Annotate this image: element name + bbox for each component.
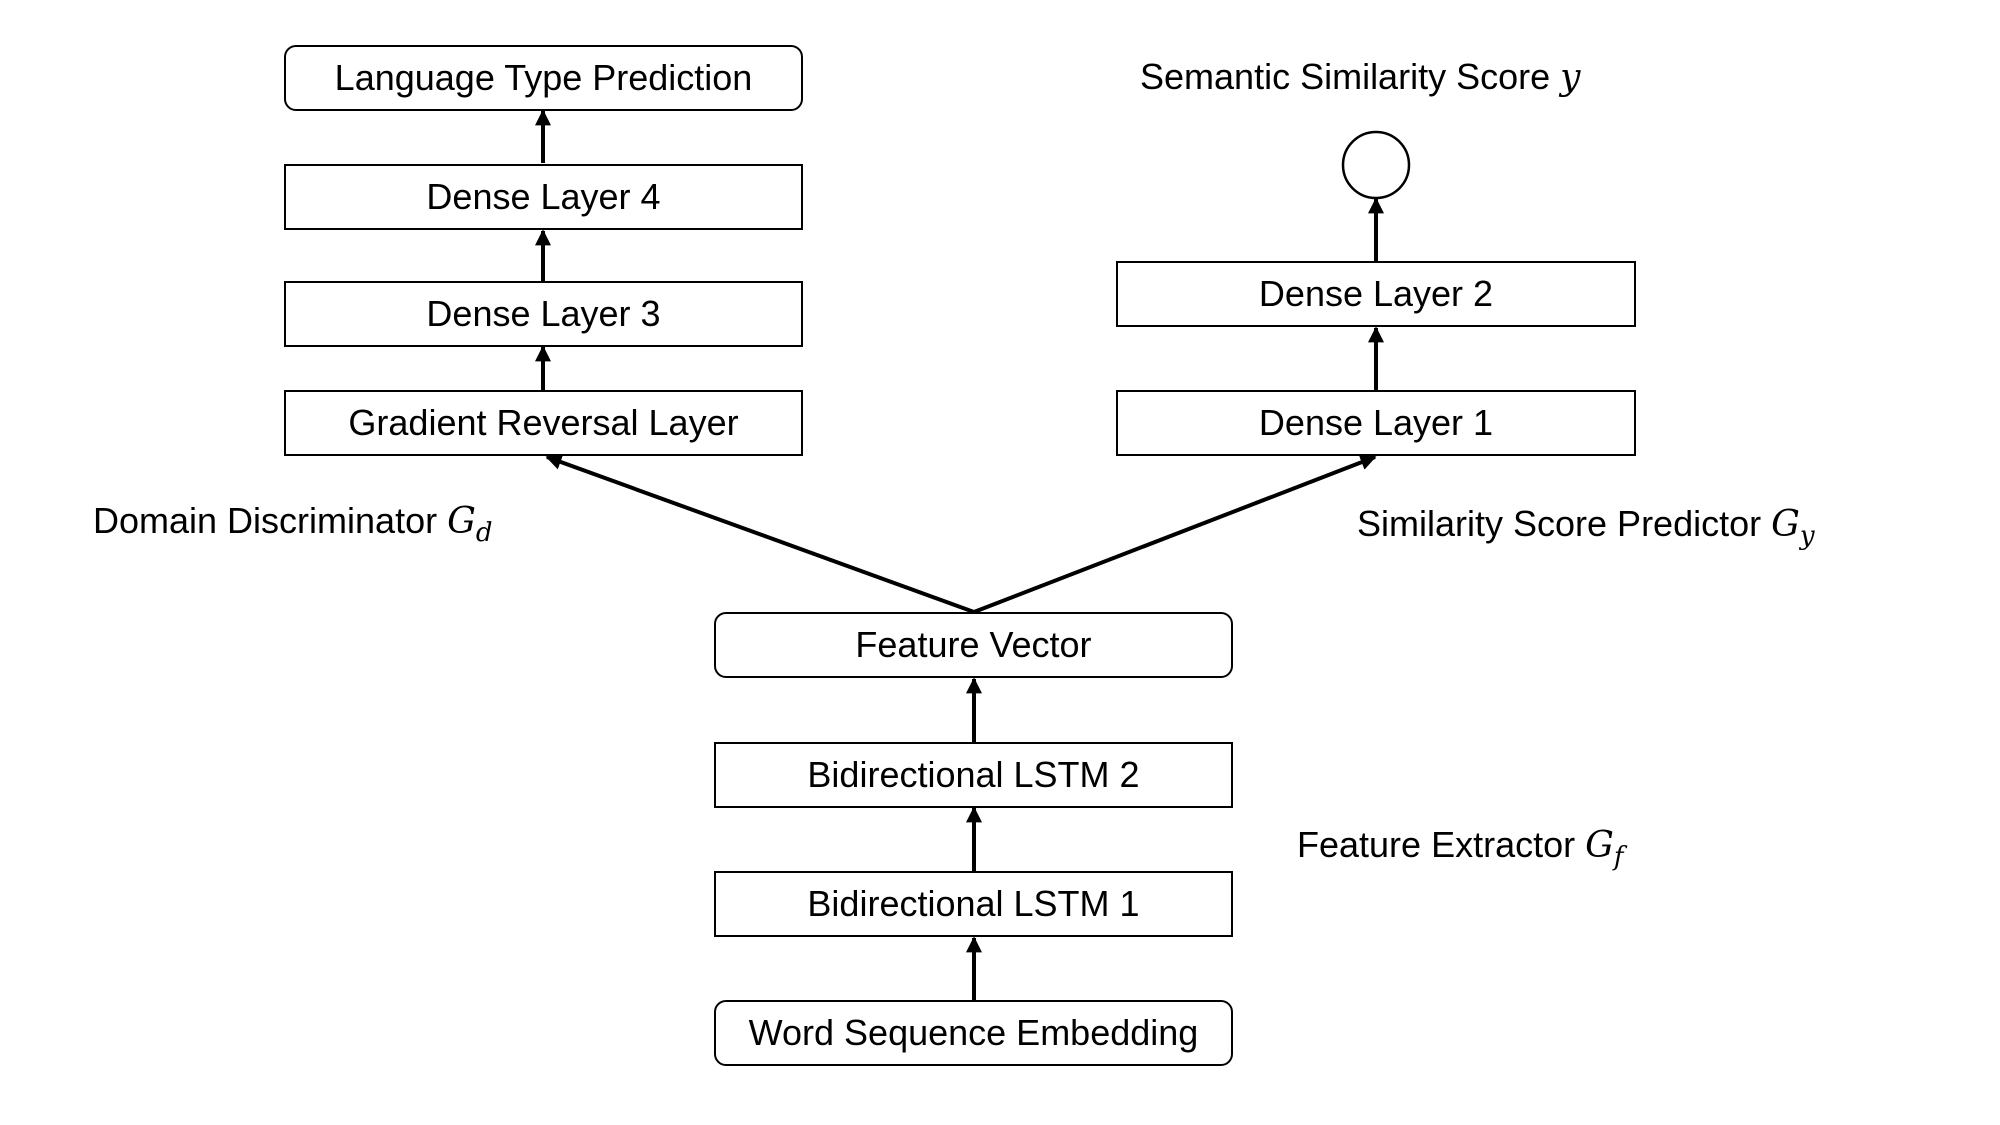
feature-extractor-label: Feature Extractor Gf (1297, 824, 1624, 872)
edge-feature-vector-to-dense-layer-1 (973, 454, 1377, 614)
dense-layer-4-box: Dense Layer 4 (284, 164, 803, 230)
domain-discriminator-subscript: d (475, 518, 493, 548)
dense-layer-1-box: Dense Layer 1 (1116, 390, 1636, 456)
dense-layer-3-box: Dense Layer 3 (284, 281, 803, 347)
dense-layer-2-box: Dense Layer 2 (1116, 261, 1636, 327)
semantic-similarity-score-label: Semantic Similarity Score y (1140, 56, 1580, 98)
similarity-score-predictor-symbol: G (1771, 504, 1800, 545)
edge-feature-vector-to-gradient-reversal (545, 454, 975, 614)
domain-discriminator-symbol: G (447, 501, 476, 542)
word-sequence-embedding-box: Word Sequence Embedding (714, 1000, 1233, 1066)
similarity-score-predictor-text: Similarity Score Predictor (1357, 503, 1762, 544)
semantic-similarity-score-text: Semantic Similarity Score (1140, 56, 1551, 97)
similarity-score-predictor-subscript: y (1799, 521, 1815, 551)
bidirectional-lstm-1-box: Bidirectional LSTM 1 (714, 871, 1233, 937)
similarity-score-predictor-label: Similarity Score Predictor Gy (1357, 503, 1815, 551)
domain-discriminator-label: Domain Discriminator Gd (93, 500, 493, 548)
bidirectional-lstm-2-box: Bidirectional LSTM 2 (714, 742, 1233, 808)
feature-extractor-text: Feature Extractor (1297, 824, 1576, 865)
feature-extractor-symbol: G (1585, 825, 1614, 866)
semantic-similarity-score-symbol: y (1560, 57, 1581, 98)
output-node (1341, 130, 1411, 200)
domain-discriminator-text: Domain Discriminator (93, 500, 438, 541)
feature-vector-box: Feature Vector (714, 612, 1233, 678)
language-type-prediction-box: Language Type Prediction (284, 45, 803, 111)
feature-extractor-subscript: f (1613, 842, 1624, 872)
gradient-reversal-layer-box: Gradient Reversal Layer (284, 390, 803, 456)
